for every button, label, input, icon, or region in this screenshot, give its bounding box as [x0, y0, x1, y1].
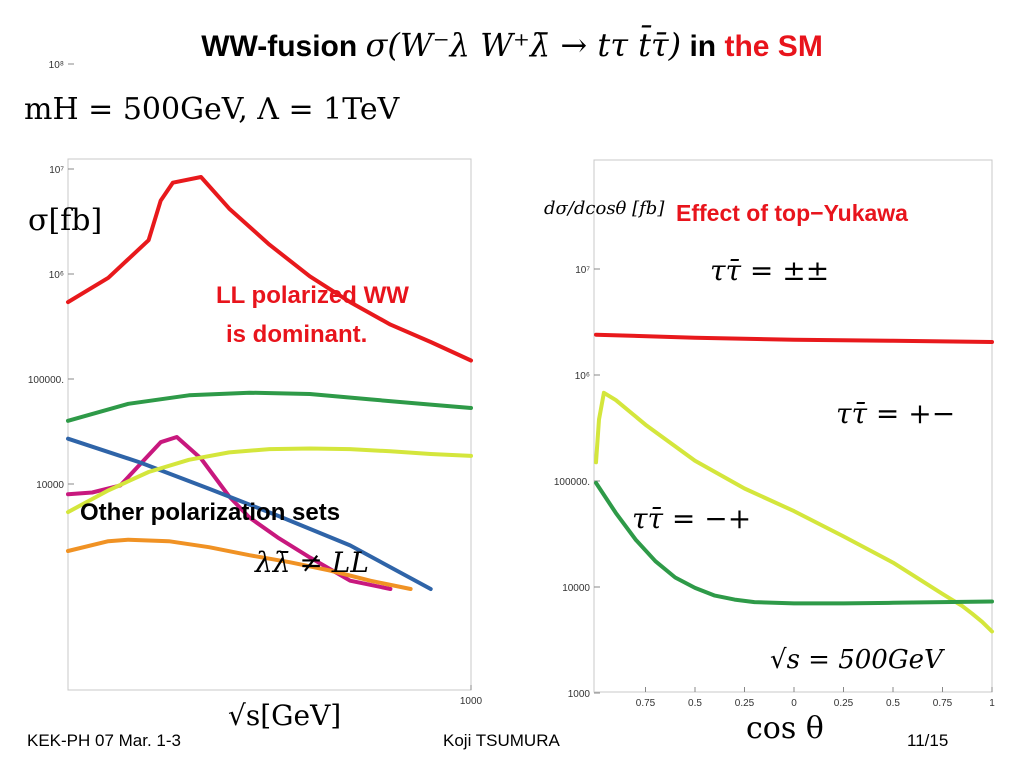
x-tick-label-0: 1000 — [460, 696, 483, 707]
y-tick-label-1: 100000. — [554, 477, 590, 488]
annotation-0-1: is dominant. — [226, 321, 367, 348]
title-in: in — [689, 30, 717, 63]
series-line-1-1 — [594, 390, 994, 634]
y-tick-label-1: 10⁷ — [575, 265, 590, 276]
annotation-1-1: ττ̄ = ±± — [710, 254, 829, 287]
annotation-1-4: √s = 500GeV — [770, 645, 945, 675]
title-sm: the SM — [724, 30, 823, 63]
series-line-1-2 — [594, 480, 994, 606]
slide-title: WW-fusion σ(W⁻λ W⁺λ̄ → tτ t̄τ̄) in the S… — [0, 26, 1024, 64]
x-tick-label-1: 0.5 — [688, 698, 702, 709]
x-tick-label-1: 0.5 — [886, 698, 900, 709]
plot-frame-0 — [67, 158, 472, 691]
y-tick-label-1: 10000 — [562, 583, 590, 594]
y-axis-label-0: σ[fb] — [28, 203, 102, 238]
y-tick-label-0: 10⁸ — [49, 60, 64, 71]
y-tick-label-0: 10000 — [36, 480, 64, 491]
y-axis-label-1: dσ/dcosθ [fb] — [544, 198, 665, 219]
y-tick-label-0: 10⁷ — [49, 165, 64, 176]
annotation-1-2: ττ̄ = +− — [836, 397, 955, 430]
x-axis-label-0: √s[GeV] — [228, 699, 341, 732]
title-formula: σ(W⁻λ W⁺λ̄ → tτ t̄τ̄) — [365, 26, 682, 64]
x-tick-label-1: 0.25 — [834, 698, 854, 709]
series-line-0-4 — [66, 446, 473, 515]
title-prefix: WW-fusion — [201, 30, 358, 63]
x-tick-label-1: 1 — [989, 698, 995, 709]
x-tick-label-1: 0.75 — [933, 698, 953, 709]
annotation-1-3: ττ̄ = −+ — [632, 502, 751, 535]
x-tick-label-1: 0.25 — [735, 698, 755, 709]
series-line-0-1 — [66, 390, 473, 423]
footer-center: Koji TSUMURA — [443, 731, 560, 750]
y-tick-label-1: 10⁶ — [575, 371, 590, 382]
x-tick-label-1: 0 — [791, 698, 797, 709]
y-tick-label-1: 1000 — [568, 689, 591, 700]
x-axis-label-1: cos θ — [746, 711, 824, 746]
footer-left: KEK-PH 07 Mar. 1-3 — [27, 731, 182, 750]
annotation-0-0: LL polarized WW — [216, 282, 409, 309]
y-tick-label-0: 100000. — [28, 375, 64, 386]
series-line-1-0 — [594, 332, 994, 344]
annotation-0-3: λλ̄ ≠ LL — [254, 546, 369, 579]
footer-right: 11/15 — [907, 731, 949, 750]
series-line-0-3 — [66, 436, 433, 591]
x-tick-label-1: 0.75 — [636, 698, 656, 709]
parameters-line: mH = 500GeV, Λ = 1TeV — [24, 92, 400, 127]
series-line-0-0 — [66, 175, 473, 363]
annotation-0-2: Other polarization sets — [80, 499, 340, 526]
series-line-0-5 — [66, 537, 413, 591]
y-tick-label-0: 10⁶ — [49, 270, 64, 281]
annotation-1-0: Effect of top−Yukawa — [676, 200, 908, 226]
